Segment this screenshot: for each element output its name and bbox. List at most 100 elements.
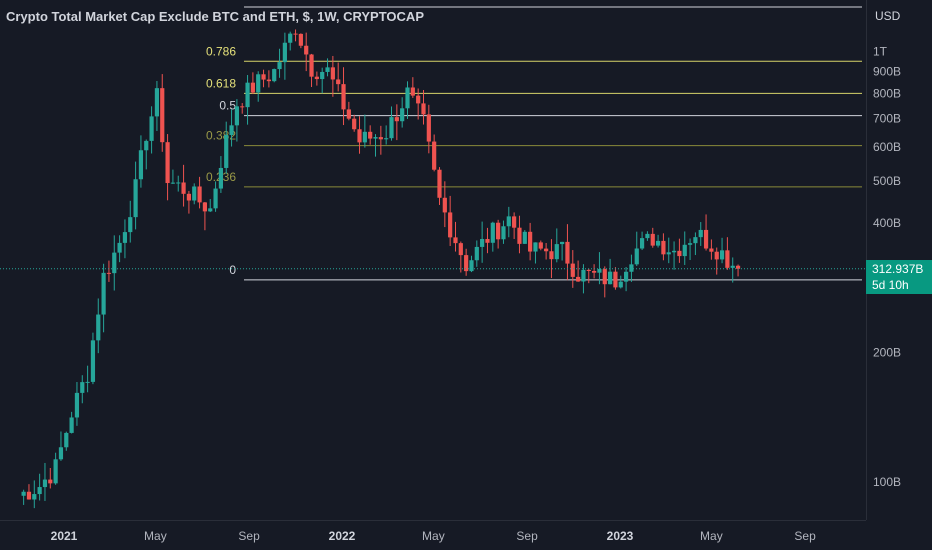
candle-body	[85, 381, 90, 383]
candle-body	[224, 134, 229, 168]
candle-body	[437, 169, 442, 198]
candle-body	[655, 240, 661, 246]
candle-body	[106, 272, 112, 274]
y-tick-label: 800B	[873, 86, 901, 100]
candle-body	[512, 216, 517, 228]
candle-body	[256, 74, 261, 93]
candle-body	[21, 491, 26, 496]
candle-body	[464, 255, 469, 272]
candle-body	[64, 432, 69, 448]
candle-body	[42, 479, 48, 488]
bar-countdown: 5d 10h	[872, 278, 909, 292]
candle-body	[138, 150, 144, 180]
candle-body	[298, 33, 303, 46]
candle-body	[170, 182, 176, 184]
candle-body	[293, 33, 298, 35]
candle-body	[645, 233, 650, 239]
candle-body	[592, 270, 597, 273]
candle-body	[266, 79, 271, 82]
candle-body	[517, 227, 522, 244]
candle-body	[277, 62, 282, 70]
candle-body	[586, 269, 591, 271]
candle-body	[384, 138, 389, 140]
candle-body	[250, 82, 255, 93]
last-price-value: 312.937B	[872, 262, 924, 276]
candle-body	[245, 82, 250, 108]
candle-body	[581, 269, 586, 282]
candle-body	[330, 67, 335, 80]
y-tick-label: 900B	[873, 64, 901, 78]
candle-body	[378, 137, 383, 140]
candle-body	[394, 117, 399, 122]
candle-body	[725, 250, 730, 268]
candle-body	[469, 260, 474, 272]
candle-body	[714, 251, 719, 260]
fib-level-label: 0.786	[206, 44, 236, 58]
y-tick-label: 500B	[873, 174, 901, 188]
candle-body	[613, 271, 618, 288]
candle-body	[549, 251, 554, 260]
candle-body	[474, 246, 479, 261]
candle-body	[48, 479, 53, 484]
candle-body	[698, 229, 703, 238]
candle-body	[426, 114, 431, 142]
x-tick-label: Sep	[794, 529, 816, 543]
candle-body	[309, 54, 314, 77]
candle-body	[336, 79, 341, 85]
x-tick-label: 2023	[607, 529, 634, 543]
candle-body	[506, 216, 511, 227]
candle-body	[560, 241, 565, 245]
candle-body	[74, 392, 80, 418]
candle-body	[634, 248, 639, 265]
candle-body	[53, 459, 58, 484]
candle-body	[528, 231, 533, 252]
candle-body	[352, 118, 357, 130]
candle-body	[607, 271, 613, 285]
candle-body	[208, 208, 213, 212]
candle-body	[133, 179, 138, 218]
candle-body	[282, 42, 287, 63]
candle-body	[623, 271, 629, 282]
candle-body	[181, 182, 186, 194]
candle-body	[229, 125, 234, 135]
candle-body	[650, 233, 655, 246]
candle-body	[421, 103, 426, 115]
candle-body	[453, 237, 458, 244]
candle-body	[128, 217, 133, 233]
candle-body	[693, 237, 698, 244]
candle-body	[368, 131, 373, 139]
y-tick-label: 600B	[873, 140, 901, 154]
candle-body	[26, 491, 32, 500]
candle-body	[69, 417, 74, 433]
candle-body	[314, 76, 319, 80]
candle-body	[677, 250, 682, 257]
candle-body	[522, 231, 527, 244]
candle-body	[442, 197, 447, 213]
fib-level-label: 0.5	[219, 99, 236, 113]
currency-label[interactable]: USD	[875, 9, 901, 23]
candle-body	[485, 239, 490, 243]
candle-body	[362, 131, 367, 143]
x-tick-label: Sep	[238, 529, 260, 543]
candle-body	[501, 226, 506, 240]
candle-body	[101, 272, 106, 315]
candle-body	[80, 382, 85, 393]
x-tick-label: 2021	[51, 529, 78, 543]
candle-body	[661, 240, 666, 255]
candle-body	[533, 242, 538, 252]
candle-body	[735, 265, 741, 269]
candle-body	[597, 269, 602, 273]
x-tick-label: May	[700, 529, 723, 543]
candle-body	[112, 252, 117, 274]
candle-body	[544, 248, 549, 252]
candle-body	[565, 241, 570, 264]
candle-body	[117, 242, 122, 253]
candle-body	[538, 242, 543, 249]
candle-body	[629, 264, 634, 272]
candle-body	[554, 244, 559, 260]
candle-body	[96, 314, 101, 341]
candle-body	[432, 141, 437, 170]
candle-body	[165, 142, 170, 184]
